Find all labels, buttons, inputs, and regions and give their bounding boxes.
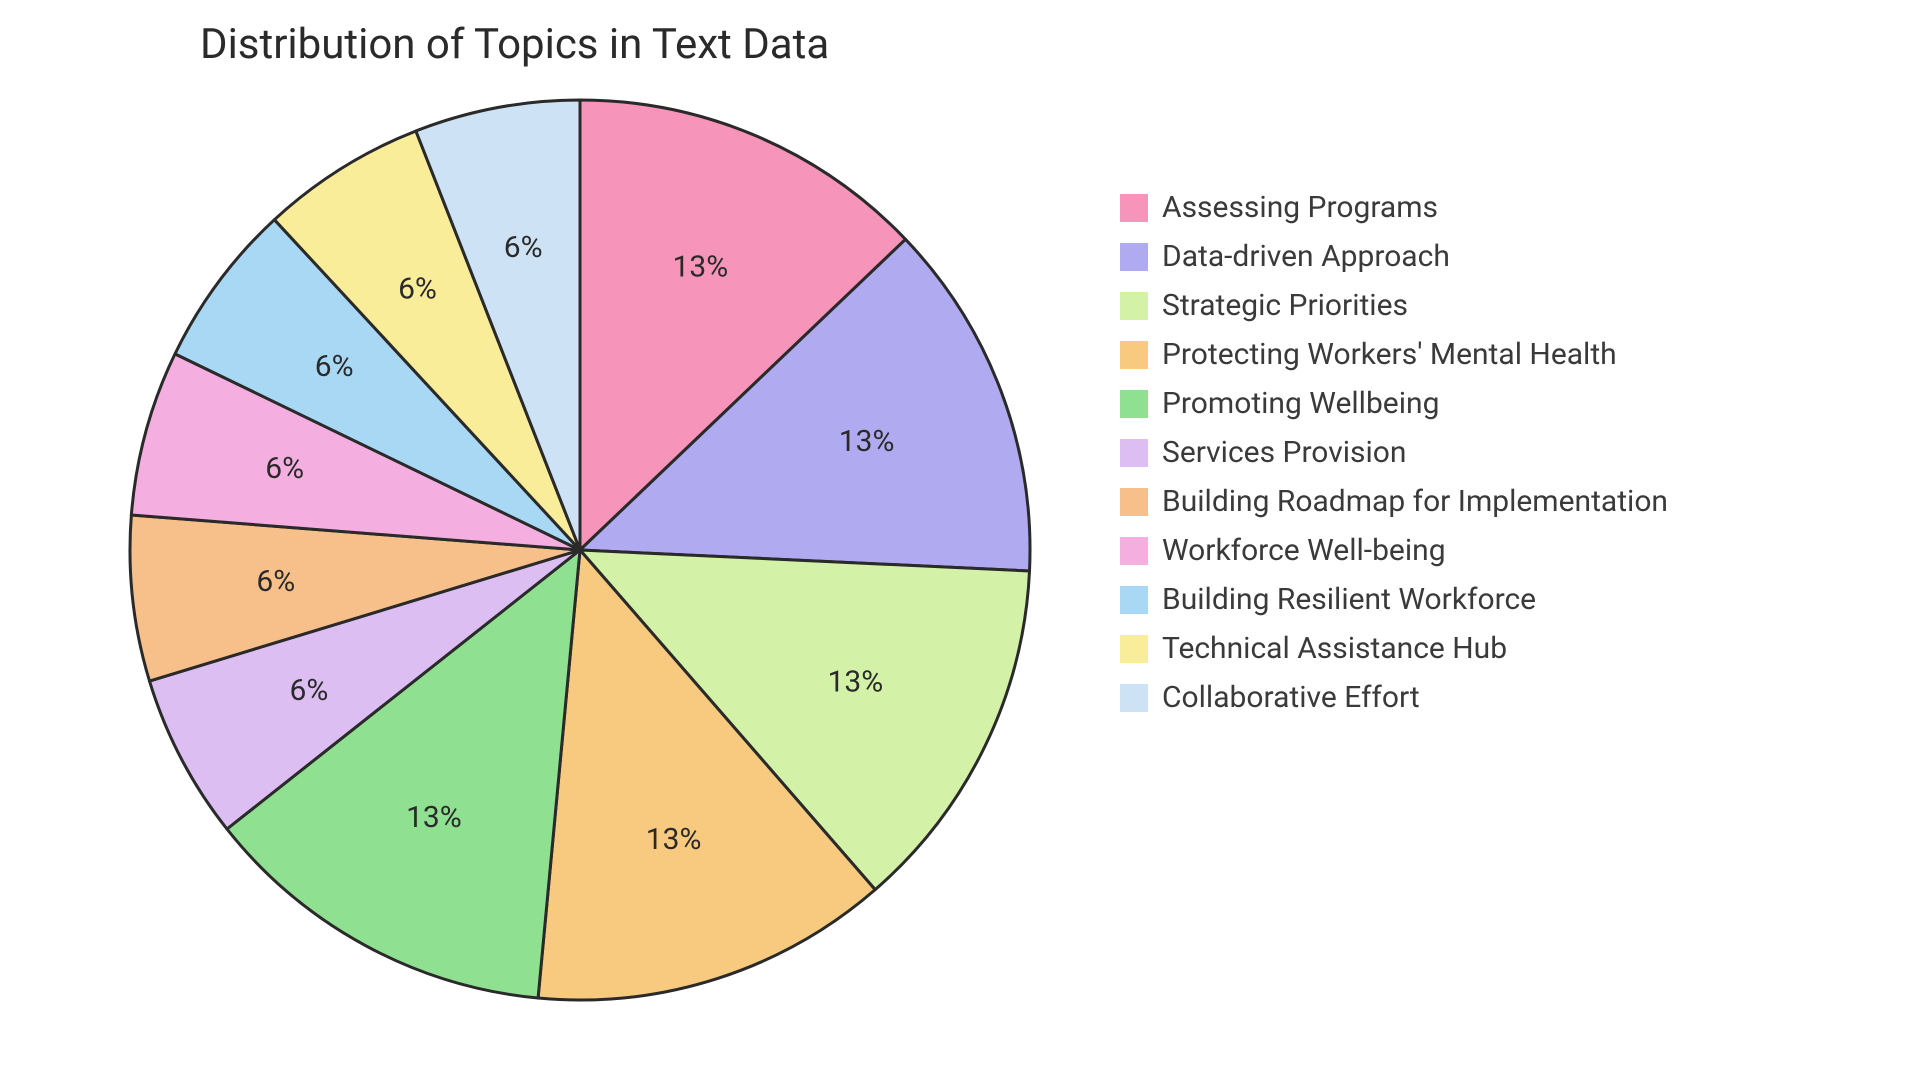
legend-label: Building Roadmap for Implementation: [1162, 484, 1668, 519]
legend-swatch: [1120, 341, 1148, 369]
legend-label: Collaborative Effort: [1162, 680, 1420, 715]
legend-label: Assessing Programs: [1162, 190, 1438, 225]
pie-svg: 13% 13% 13% 13% 13% 6% 6% 6% 6% 6% 6%: [110, 80, 1050, 1020]
slice-label: 6%: [315, 349, 354, 384]
legend-label: Strategic Priorities: [1162, 288, 1408, 323]
legend-label: Workforce Well-being: [1162, 533, 1446, 568]
slice-label: 6%: [504, 230, 543, 265]
legend-swatch: [1120, 194, 1148, 222]
legend-swatch: [1120, 488, 1148, 516]
legend-item: Technical Assistance Hub: [1120, 631, 1668, 666]
legend-swatch: [1120, 537, 1148, 565]
slice-label: 6%: [289, 673, 328, 708]
legend-item: Protecting Workers' Mental Health: [1120, 337, 1668, 372]
legend: Assessing Programs Data-driven Approach St…: [1120, 190, 1668, 715]
legend-label: Services Provision: [1162, 435, 1406, 470]
legend-item: Building Resilient Workforce: [1120, 582, 1668, 617]
legend-swatch: [1120, 243, 1148, 271]
legend-swatch: [1120, 292, 1148, 320]
legend-label: Promoting Wellbeing: [1162, 386, 1439, 421]
legend-item: Promoting Wellbeing: [1120, 386, 1668, 421]
chart-container: Distribution of Topics in Text Data 13%1…: [0, 0, 1920, 1080]
legend-item: Services Provision: [1120, 435, 1668, 470]
chart-title: Distribution of Topics in Text Data: [200, 20, 829, 69]
legend-swatch: [1120, 439, 1148, 467]
slice-label: 6%: [265, 451, 304, 486]
slice-label: 13%: [828, 664, 884, 699]
legend-swatch: [1120, 635, 1148, 663]
legend-label: Building Resilient Workforce: [1162, 582, 1536, 617]
legend-item: Data-driven Approach: [1120, 239, 1668, 274]
slice-label: 6%: [398, 272, 437, 307]
slice-label: 13%: [406, 800, 462, 835]
legend-item: Collaborative Effort: [1120, 680, 1668, 715]
legend-swatch: [1120, 684, 1148, 712]
legend-label: Protecting Workers' Mental Health: [1162, 337, 1617, 372]
legend-item: Strategic Priorities: [1120, 288, 1668, 323]
legend-swatch: [1120, 586, 1148, 614]
pie-chart: 13% 13% 13% 13% 13% 6% 6% 6% 6% 6% 6%: [110, 80, 1050, 1024]
legend-label: Data-driven Approach: [1162, 239, 1450, 274]
slice-label: 13%: [839, 424, 895, 459]
slice-label: 13%: [673, 250, 729, 285]
legend-item: Building Roadmap for Implementation: [1120, 484, 1668, 519]
legend-item: Assessing Programs: [1120, 190, 1668, 225]
slice-label: 6%: [256, 564, 295, 599]
legend-swatch: [1120, 390, 1148, 418]
legend-item: Workforce Well-being: [1120, 533, 1668, 568]
slice-label: 13%: [646, 822, 702, 857]
legend-label: Technical Assistance Hub: [1162, 631, 1507, 666]
